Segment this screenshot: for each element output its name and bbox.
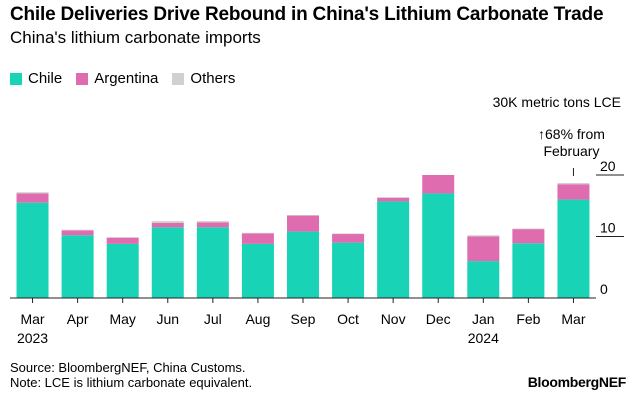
bar-segment-chile [196, 227, 229, 298]
bar-segment-chile [467, 261, 500, 298]
bar-segment-chile [287, 231, 319, 298]
legend-label-argentina: Argentina [94, 70, 159, 87]
bar-segment-others [16, 192, 49, 194]
x-tick-sublabel: 2024 [468, 330, 499, 346]
x-tick-label: Jun [156, 311, 179, 327]
bar-segment-others [512, 228, 545, 230]
bar-segment-argentina [557, 184, 590, 200]
bar-segment-others [151, 221, 184, 223]
bar-segment-others [557, 182, 590, 185]
bar-segment-others [61, 229, 94, 231]
brand-logo: BloombergNEF [527, 374, 627, 390]
annotation-text-line-2: February [543, 143, 599, 159]
annotation-text-line-1: ↑68% from [538, 126, 605, 142]
bar-segment-chile [241, 243, 274, 298]
x-tick-label: Aug [245, 311, 270, 327]
bar-segment-others [287, 214, 319, 216]
x-tick-label: Oct [337, 311, 359, 327]
bar-segment-argentina [16, 193, 49, 203]
bar-segment-others [467, 235, 500, 237]
chart-title: Chile Deliveries Drive Rebound in China'… [10, 4, 604, 25]
legend-swatch-chile [10, 72, 22, 85]
x-tick-label: Mar [20, 311, 44, 327]
legend-swatch-others [172, 72, 185, 85]
x-tick-label: Jan [472, 311, 495, 327]
legend-label-chile: Chile [28, 70, 63, 87]
bar-segment-argentina [241, 233, 274, 244]
bar-segment-chile [557, 199, 590, 298]
bar-segment-chile [151, 227, 184, 298]
bar-segment-argentina [196, 222, 229, 228]
bar-segment-others [196, 221, 229, 223]
bar-segment-others [377, 197, 410, 198]
bar-segment-chile [106, 243, 139, 298]
x-tick-label: Mar [561, 311, 585, 327]
legend-item-argentina: Argentina [76, 70, 158, 87]
bar-segment-argentina [467, 236, 500, 262]
y-tick-label: 20 [600, 158, 616, 174]
bar-segment-argentina [422, 175, 455, 194]
bar-segment-argentina [512, 229, 545, 244]
bar-segment-others [106, 237, 139, 238]
x-tick-label: Apr [67, 311, 89, 327]
bar-segment-others [332, 233, 365, 235]
x-tick-label: Nov [381, 311, 406, 327]
bar-segment-others [241, 232, 274, 234]
legend-label-others: Others [190, 70, 236, 87]
source-note: Source: BloombergNEF, China Customs. [10, 360, 246, 375]
x-tick-label: Dec [426, 311, 451, 327]
legend: Chile Argentina Others [10, 70, 235, 87]
x-tick-label: May [109, 311, 135, 327]
bar-segment-argentina [151, 222, 184, 228]
bar-segment-argentina [106, 237, 139, 244]
y-tick-label: 0 [600, 281, 608, 297]
x-tick-sublabel: 2023 [17, 330, 48, 346]
bar-segment-chile [512, 243, 545, 298]
bar-segment-chile [422, 193, 455, 298]
y-tick-label: 10 [600, 220, 616, 236]
chart-subtitle: China's lithium carbonate imports [10, 28, 261, 47]
x-tick-label: Sep [291, 311, 316, 327]
lce-note: Note: LCE is lithium carbonate equivalen… [10, 375, 253, 390]
legend-item-others: Others [172, 70, 235, 87]
bar-segment-argentina [61, 230, 94, 236]
bar-segment-argentina [377, 197, 410, 202]
bar-segment-chile [16, 202, 49, 298]
y-axis-unit-label: 30K metric tons LCE [493, 94, 621, 110]
bar-segment-argentina [287, 215, 319, 232]
bar-segment-chile [61, 235, 94, 298]
legend-swatch-argentina [76, 72, 89, 85]
x-tick-label: Jul [204, 311, 222, 327]
bar-segment-chile [332, 242, 365, 298]
x-tick-label: Feb [516, 311, 540, 327]
bar-segment-argentina [332, 234, 365, 243]
bar-segment-chile [377, 201, 410, 298]
legend-item-chile: Chile [10, 70, 62, 87]
